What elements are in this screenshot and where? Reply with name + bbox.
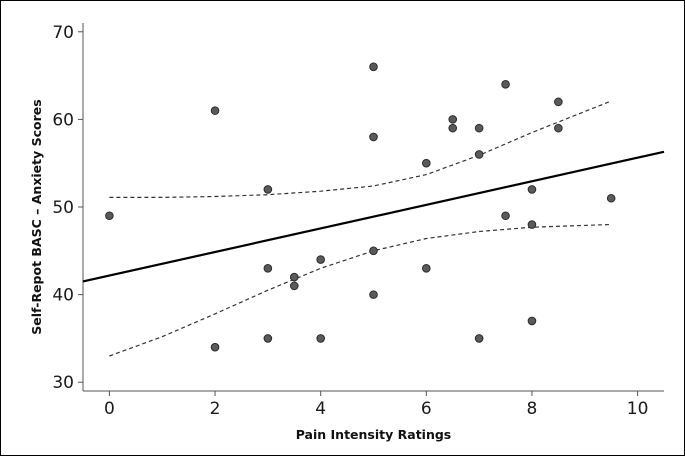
y-tick-label: 70 bbox=[52, 23, 74, 43]
data-point bbox=[105, 211, 114, 221]
data-point bbox=[289, 281, 299, 291]
y-tick-label: 40 bbox=[52, 286, 74, 306]
x-tick-label: 8 bbox=[527, 399, 538, 419]
axes bbox=[82, 23, 664, 392]
data-point bbox=[606, 193, 616, 203]
data-point bbox=[527, 185, 537, 194]
data-point bbox=[263, 264, 273, 273]
regression-line bbox=[82, 150, 665, 283]
data-point bbox=[474, 123, 484, 133]
data-point bbox=[369, 290, 378, 299]
y-tick-label: 60 bbox=[52, 110, 74, 130]
data-point bbox=[501, 80, 510, 89]
x-axis-title: Pain Intensity Ratings bbox=[296, 427, 452, 442]
data-point bbox=[422, 264, 431, 273]
data-point bbox=[210, 106, 220, 115]
x-tick-label: 0 bbox=[104, 399, 115, 419]
data-point bbox=[448, 115, 458, 124]
y-tick-label: 30 bbox=[52, 373, 74, 393]
data-point bbox=[422, 158, 431, 168]
data-point bbox=[527, 316, 537, 326]
x-tick-label: 10 bbox=[627, 399, 649, 419]
data-point bbox=[554, 97, 563, 107]
y-axis-title: Self-Repot BASC – Anxiety Scores bbox=[29, 99, 44, 334]
data-point bbox=[369, 132, 378, 142]
data-points bbox=[105, 62, 616, 352]
data-point bbox=[263, 185, 273, 194]
x-tick-label: 2 bbox=[210, 399, 221, 419]
data-point bbox=[210, 342, 220, 352]
data-point bbox=[369, 62, 378, 72]
data-point bbox=[554, 123, 563, 133]
data-point bbox=[474, 334, 484, 343]
data-point bbox=[316, 334, 325, 343]
data-point bbox=[501, 211, 510, 221]
ci-lower-line bbox=[109, 223, 612, 357]
ci-upper-line bbox=[109, 100, 612, 198]
x-tick-label: 4 bbox=[315, 399, 326, 419]
data-point bbox=[448, 123, 458, 133]
data-point bbox=[369, 246, 378, 256]
tick-group: 0 2 4 6 8 10 30 40 50 60 70 bbox=[52, 23, 648, 419]
data-point bbox=[527, 220, 537, 229]
confidence-band bbox=[109, 100, 612, 357]
x-tick-label: 6 bbox=[421, 399, 432, 419]
data-point bbox=[316, 255, 325, 264]
y-tick-label: 50 bbox=[52, 198, 74, 218]
data-point bbox=[263, 334, 273, 343]
data-point bbox=[289, 272, 299, 282]
data-point bbox=[474, 150, 484, 159]
